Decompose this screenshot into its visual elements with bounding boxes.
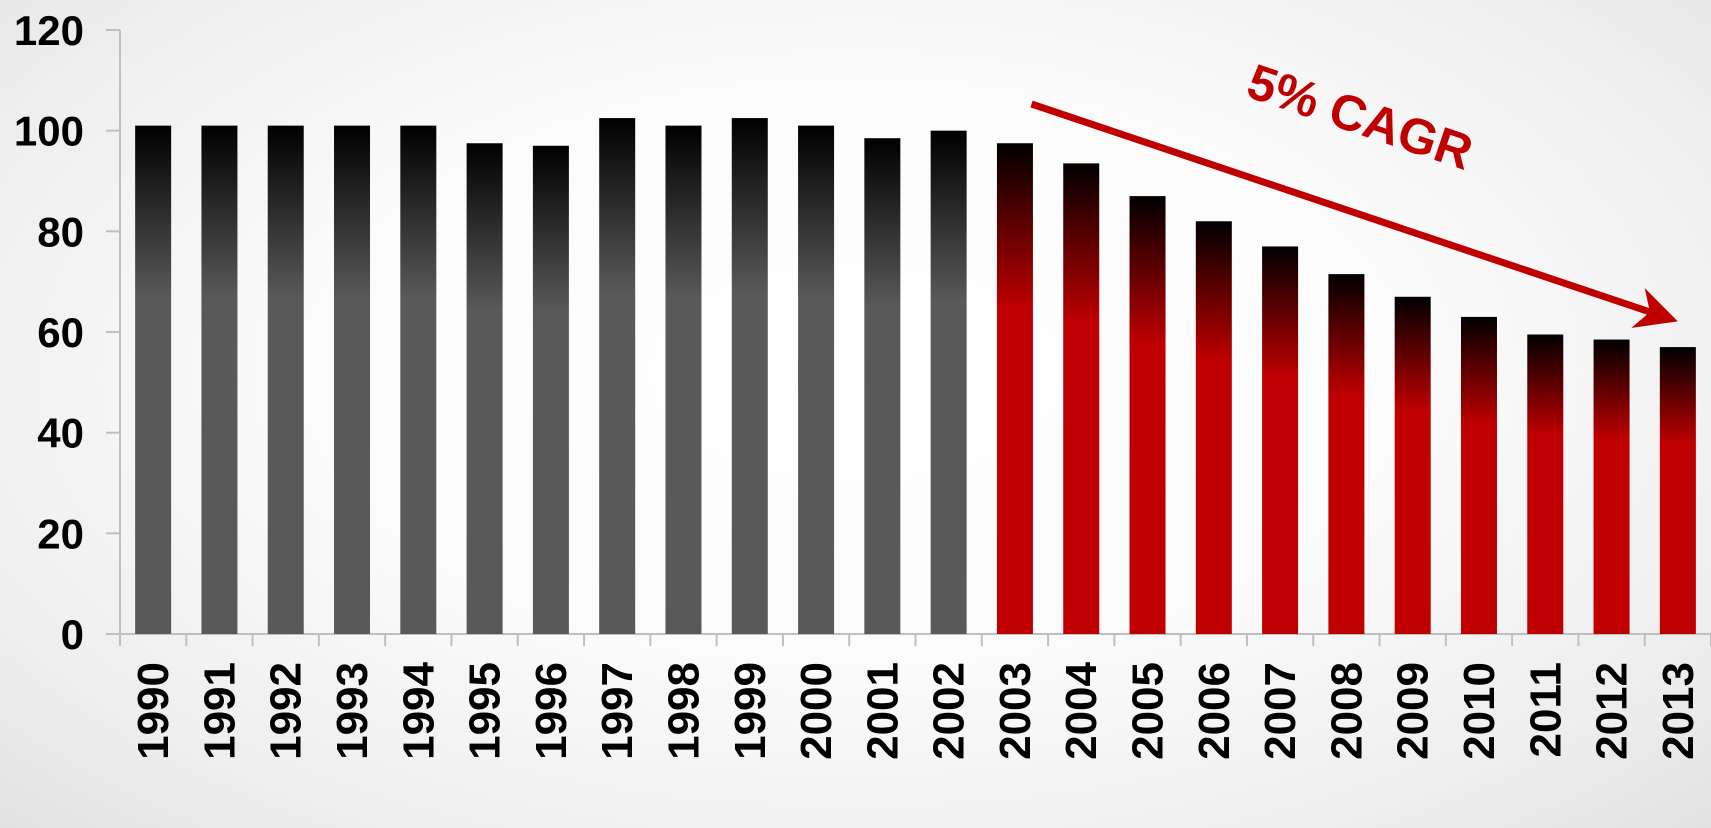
- bar-2000: [798, 125, 835, 634]
- bar-2012: [1593, 339, 1630, 634]
- plot-area: 0 20 40 60 80 100 120 1990 1991 1992 1993 1994 1995…: [14, 7, 1711, 760]
- y-tick-label: 40: [37, 410, 84, 457]
- x-tick-label: 1996: [527, 662, 576, 760]
- bar-1996: [532, 145, 569, 634]
- bar-2009: [1394, 296, 1431, 634]
- x-tick-label: 2000: [792, 662, 841, 760]
- x-tick-label: 2010: [1455, 662, 1504, 760]
- x-tick-label: 1995: [461, 662, 510, 760]
- bar-2002: [930, 130, 967, 634]
- bar-2004: [1063, 163, 1100, 634]
- bar-1991: [201, 125, 238, 634]
- x-tick-label: 2009: [1389, 662, 1438, 760]
- y-tick-label: 60: [37, 309, 84, 356]
- x-tick-label: 2007: [1256, 662, 1305, 760]
- bar-2013: [1659, 347, 1696, 634]
- bar-2008: [1328, 274, 1365, 634]
- y-tick-label: 120: [14, 7, 84, 54]
- bar-1992: [267, 125, 304, 634]
- x-tick-label: 2011: [1521, 662, 1570, 757]
- x-tick-label: 1994: [394, 661, 443, 759]
- y-tick-label: 20: [37, 510, 84, 557]
- x-tick-label: 2004: [1057, 661, 1106, 759]
- bar-2001: [864, 138, 901, 634]
- bar-2003: [996, 143, 1033, 634]
- bar-1995: [466, 143, 503, 634]
- x-tick-label: 1993: [328, 662, 377, 760]
- x-tick-label: 1997: [593, 662, 642, 760]
- y-tick-label: 0: [61, 611, 84, 658]
- x-tick-label: 1990: [129, 662, 178, 760]
- x-tick-label: 1991: [195, 662, 244, 760]
- x-tick-label: 1992: [262, 662, 311, 760]
- x-tick-label: 2006: [1190, 662, 1239, 760]
- x-tick-label: 2013: [1654, 662, 1703, 760]
- x-axis: 1990 1991 1992 1993 1994 1995 1996 1997 1998 1999…: [119, 633, 1711, 760]
- bar-2010: [1460, 316, 1497, 634]
- y-tick-label: 100: [14, 108, 84, 155]
- bar-1994: [400, 125, 437, 634]
- x-tick-label: 2012: [1588, 662, 1637, 760]
- bar-1998: [665, 125, 702, 634]
- x-tick-label: 2008: [1322, 662, 1371, 760]
- x-tick-label: 1999: [726, 662, 775, 760]
- bar-1990: [135, 125, 172, 634]
- x-tick-label: 2001: [858, 662, 907, 760]
- y-axis: 0 20 40 60 80 100 120: [14, 7, 121, 658]
- trend-arrow: [1030, 100, 1678, 328]
- bar-2007: [1262, 246, 1299, 634]
- bar-1993: [334, 125, 371, 634]
- bar-1999: [731, 118, 768, 635]
- x-tick-label: 2003: [991, 662, 1040, 760]
- bar-2005: [1129, 196, 1166, 634]
- x-tick-label: 2005: [1124, 662, 1173, 760]
- bars: [135, 118, 1696, 635]
- bar-1997: [599, 118, 636, 635]
- x-tick-label: 2002: [925, 662, 974, 760]
- y-tick-label: 80: [37, 208, 84, 255]
- x-tick-label: 1998: [659, 662, 708, 760]
- bar-2011: [1527, 334, 1564, 634]
- cagr-label: 5% CAGR: [1241, 53, 1480, 181]
- bar-2006: [1195, 221, 1232, 634]
